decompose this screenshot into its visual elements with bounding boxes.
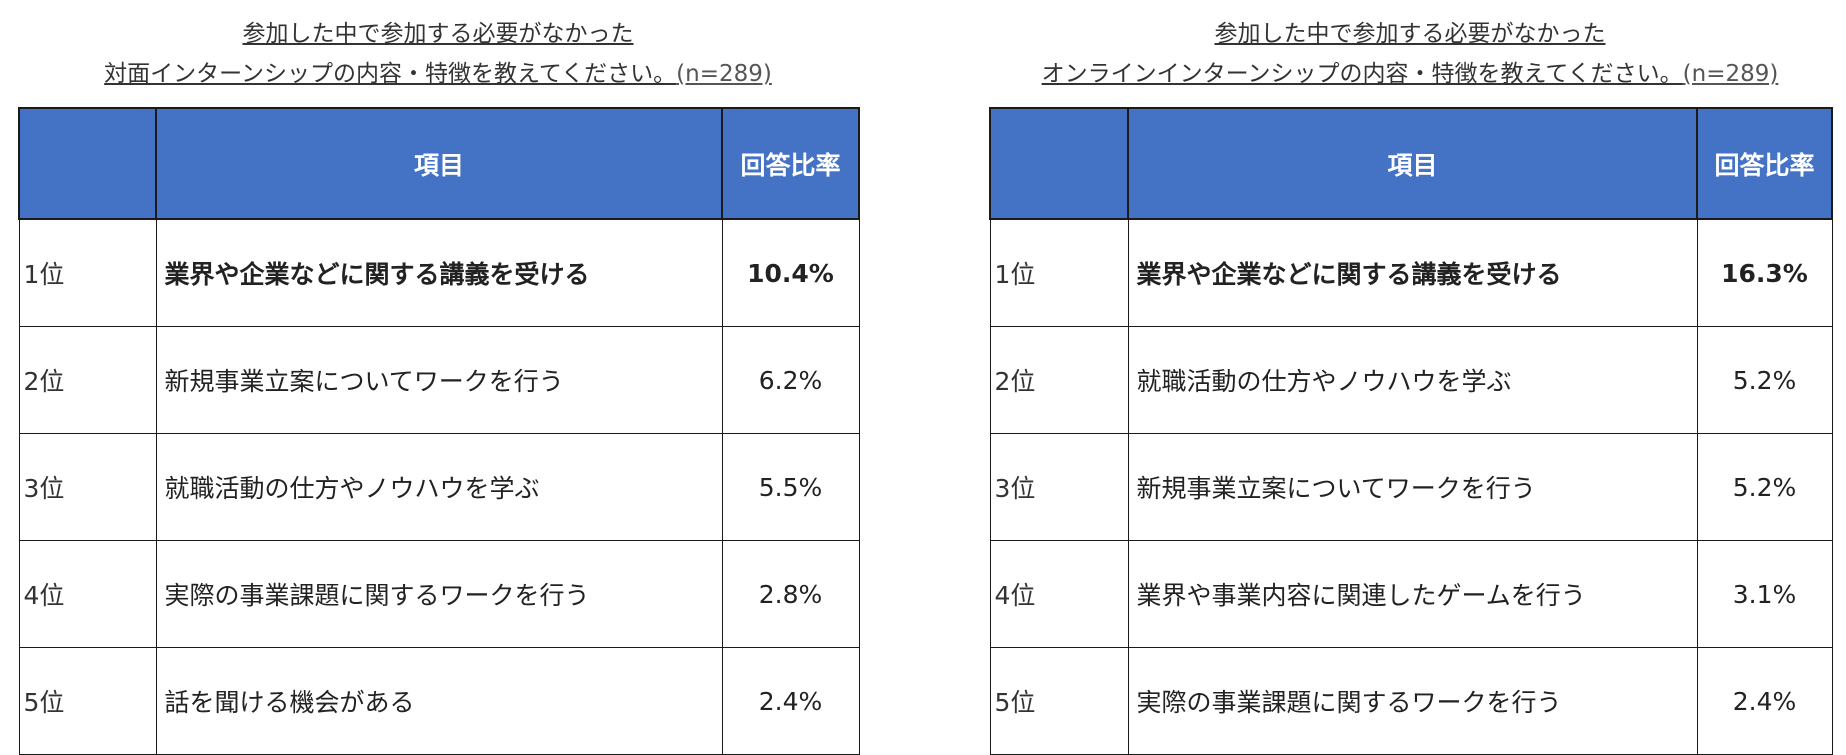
header-item: 項目: [1127, 107, 1698, 220]
table-row: 3位 新規事業立案についてワークを行う 5.2%: [989, 433, 1833, 541]
rank-cell: 5位: [18, 647, 157, 755]
title-line-2: オンラインインターンシップの内容・特徴を教えてください。: [1041, 61, 1683, 87]
title-line-1: 参加した中で参加する必要がなかった: [242, 21, 634, 47]
rank-cell: 2位: [18, 326, 157, 434]
rank-cell: 4位: [18, 540, 157, 648]
header-rank: [989, 107, 1129, 220]
rate-cell: 6.2%: [721, 326, 860, 434]
rank-cell: 1位: [989, 218, 1129, 327]
rate-cell: 10.4%: [721, 218, 860, 327]
item-cell: 就職活動の仕方やノウハウを学ぶ: [155, 433, 723, 541]
rate-cell: 5.5%: [721, 433, 860, 541]
sample-size: (n=289): [1682, 61, 1779, 87]
header-row: 項目 回答比率: [989, 107, 1833, 220]
rank-cell: 2位: [989, 326, 1129, 434]
item-cell: 業界や企業などに関する講義を受ける: [155, 218, 723, 327]
item-cell: 実際の事業課題に関するワークを行う: [155, 540, 723, 648]
rank-cell: 1位: [18, 218, 157, 327]
rank-cell: 5位: [989, 647, 1129, 755]
header-rate: 回答比率: [721, 107, 860, 220]
rate-cell: 5.2%: [1696, 326, 1833, 434]
header-rank: [18, 107, 157, 220]
table-row: 5位 実際の事業課題に関するワークを行う 2.4%: [989, 647, 1833, 755]
table-row: 4位 業界や事業内容に関連したゲームを行う 3.1%: [989, 540, 1833, 648]
title-line-2: 対面インターンシップの内容・特徴を教えてください。: [104, 61, 677, 87]
item-cell: 実際の事業課題に関するワークを行う: [1127, 647, 1698, 755]
header-rate: 回答比率: [1696, 107, 1833, 220]
table-row: 2位 新規事業立案についてワークを行う 6.2%: [18, 326, 860, 434]
rate-cell: 16.3%: [1696, 218, 1833, 327]
rate-cell: 2.4%: [721, 647, 860, 755]
item-cell: 新規事業立案についてワークを行う: [1127, 433, 1698, 541]
header-item: 項目: [155, 107, 723, 220]
ranking-table: 項目 回答比率 1位 業界や企業などに関する講義を受ける 16.3% 2位 就職活動の仕方や…: [989, 107, 1833, 755]
item-cell: 業界や企業などに関する講義を受ける: [1127, 218, 1698, 327]
table-row: 5位 話を聞ける機会がある 2.4%: [18, 647, 860, 755]
table-row: 3位 就職活動の仕方やノウハウを学ぶ 5.5%: [18, 433, 860, 541]
sample-size: (n=289): [676, 61, 772, 87]
ranking-table: 項目 回答比率 1位 業界や企業などに関する講義を受ける 10.4% 2位 新規事業立案につ…: [18, 107, 860, 755]
rate-cell: 3.1%: [1696, 540, 1833, 648]
table-row: 1位 業界や企業などに関する講義を受ける 16.3%: [989, 218, 1833, 327]
header-row: 項目 回答比率: [18, 107, 860, 220]
table-row: 1位 業界や企業などに関する講義を受ける 10.4%: [18, 218, 860, 327]
item-cell: 話を聞ける機会がある: [155, 647, 723, 755]
item-cell: 新規事業立案についてワークを行う: [155, 326, 723, 434]
rank-cell: 3位: [989, 433, 1129, 541]
rank-cell: 4位: [989, 540, 1129, 648]
rate-cell: 2.4%: [1696, 647, 1833, 755]
item-cell: 就職活動の仕方やノウハウを学ぶ: [1127, 326, 1698, 434]
panel-title: 参加した中で参加する必要がなかった オンラインインターンシップの内容・特徴を教え…: [989, 14, 1831, 94]
rate-cell: 5.2%: [1696, 433, 1833, 541]
table-row: 4位 実際の事業課題に関するワークを行う 2.8%: [18, 540, 860, 648]
rate-cell: 2.8%: [721, 540, 860, 648]
rank-cell: 3位: [18, 433, 157, 541]
item-cell: 業界や事業内容に関連したゲームを行う: [1127, 540, 1698, 648]
table-row: 2位 就職活動の仕方やノウハウを学ぶ 5.2%: [989, 326, 1833, 434]
title-line-1: 参加した中で参加する必要がなかった: [1214, 21, 1606, 47]
panel-title: 参加した中で参加する必要がなかった 対面インターンシップの内容・特徴を教えてくだ…: [18, 14, 858, 94]
